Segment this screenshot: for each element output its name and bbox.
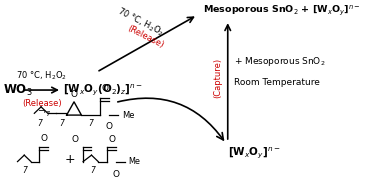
Text: $\neg_7$: $\neg_7$ bbox=[37, 108, 51, 119]
Text: Me: Me bbox=[122, 111, 134, 120]
Text: O: O bbox=[71, 90, 77, 99]
Text: (Release): (Release) bbox=[22, 99, 62, 108]
Text: 7: 7 bbox=[59, 119, 64, 128]
Text: O: O bbox=[106, 122, 113, 131]
FancyArrowPatch shape bbox=[118, 98, 223, 140]
Text: O: O bbox=[108, 135, 115, 144]
Text: [W$_x$O$_y$(O$_2$)$_z$]$^{n-}$: [W$_x$O$_y$(O$_2$)$_z$]$^{n-}$ bbox=[63, 83, 143, 97]
Text: O: O bbox=[102, 84, 108, 93]
Text: (Capture): (Capture) bbox=[213, 58, 222, 98]
Text: WO$_3$: WO$_3$ bbox=[3, 82, 33, 98]
Text: O: O bbox=[40, 134, 47, 143]
Text: Room Temperature: Room Temperature bbox=[234, 78, 320, 87]
Text: +: + bbox=[64, 153, 75, 166]
Text: 70 °C, H$_2$O$_2$: 70 °C, H$_2$O$_2$ bbox=[16, 70, 67, 82]
Text: [W$_x$O$_y$]$^{n-}$: [W$_x$O$_y$]$^{n-}$ bbox=[228, 145, 280, 160]
Text: O: O bbox=[71, 135, 78, 144]
Text: 70 °C, H$_2$O$_2$: 70 °C, H$_2$O$_2$ bbox=[115, 5, 166, 39]
Text: Mesoporous SnO$_2$ + [W$_x$O$_y$]$^{n-}$: Mesoporous SnO$_2$ + [W$_x$O$_y$]$^{n-}$ bbox=[203, 4, 360, 18]
Text: 7: 7 bbox=[91, 166, 96, 175]
Text: O: O bbox=[113, 170, 119, 179]
Text: + Mesoporous SnO$_2$: + Mesoporous SnO$_2$ bbox=[234, 55, 326, 68]
Text: 7: 7 bbox=[22, 166, 27, 175]
Text: (Release): (Release) bbox=[125, 23, 165, 49]
Text: Me: Me bbox=[129, 157, 140, 166]
Text: 7: 7 bbox=[37, 119, 42, 128]
Text: 7: 7 bbox=[88, 119, 93, 128]
